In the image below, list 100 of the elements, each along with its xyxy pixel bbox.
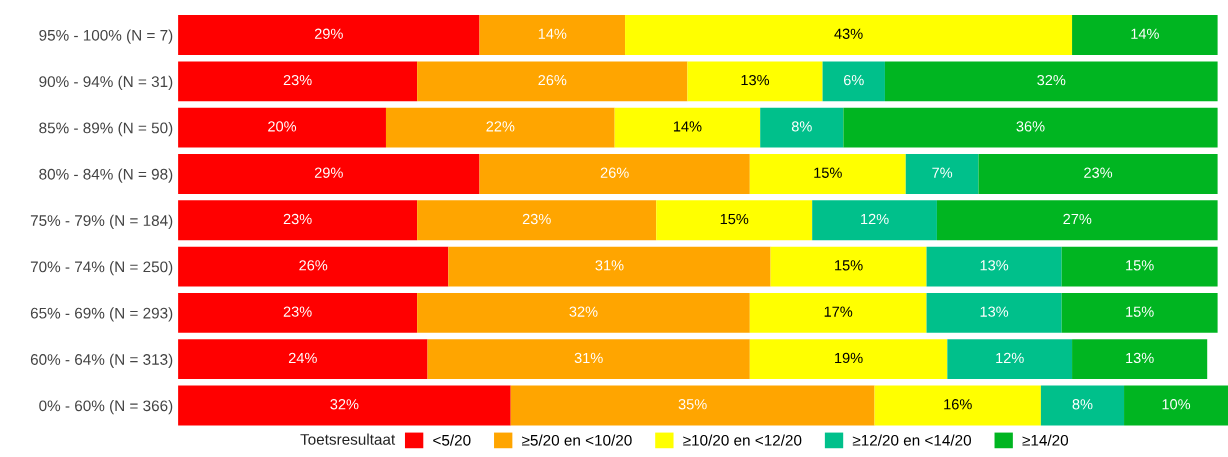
- data-label: 29%: [314, 167, 343, 178]
- y-tick-label: 80% - 84% (N = 98): [39, 168, 173, 183]
- data-label: 20%: [268, 121, 297, 132]
- bar: [510, 385, 875, 426]
- data-label: 8%: [1072, 399, 1093, 410]
- data-label: 31%: [574, 352, 603, 364]
- bar: [1040, 385, 1125, 426]
- data-label: 32%: [569, 306, 598, 317]
- data-label: 23%: [283, 213, 312, 225]
- data-label: 13%: [1126, 352, 1154, 364]
- legend-label: ≥10/20 en <12/20: [683, 434, 802, 446]
- data-label: 15%: [835, 260, 863, 271]
- bar: [178, 107, 386, 148]
- legend-label: ≥12/20 en <14/20: [852, 434, 972, 446]
- data-label: 26%: [299, 260, 328, 271]
- data-label: 23%: [283, 306, 312, 317]
- bar: [843, 107, 1218, 148]
- bar: [749, 339, 948, 380]
- y-tick-label: 70% - 74% (N = 250): [30, 261, 173, 276]
- bar: [178, 339, 428, 380]
- y-tick-label: 60% - 64% (N = 313): [30, 353, 173, 368]
- data-label: 32%: [330, 399, 359, 410]
- data-label: 36%: [1016, 121, 1045, 132]
- bar: [1072, 15, 1218, 55]
- data-label: 13%: [980, 306, 1009, 317]
- bar: [749, 292, 927, 333]
- data-label: 13%: [980, 260, 1009, 271]
- bar: [1124, 385, 1228, 426]
- y-tick-label: 0% - 60% (N = 366): [39, 399, 173, 415]
- data-label: 35%: [678, 399, 707, 410]
- legend-label: ≥14/20: [1022, 434, 1069, 446]
- bar: [385, 107, 615, 148]
- bar: [417, 200, 657, 241]
- bar: [687, 61, 823, 102]
- data-label: 29%: [314, 28, 343, 39]
- bar: [479, 154, 750, 194]
- bar: [905, 154, 979, 194]
- legend-label: ≥5/20 en <10/20: [522, 434, 632, 446]
- bar: [448, 246, 771, 287]
- data-label: 16%: [944, 399, 972, 410]
- bar: [936, 200, 1218, 241]
- bar: [417, 61, 688, 102]
- y-tick-label: 95% - 100% (N = 7): [39, 29, 173, 44]
- data-label: 15%: [1126, 306, 1154, 317]
- data-label: 19%: [835, 352, 863, 364]
- bar: [822, 61, 885, 102]
- bar: [427, 339, 750, 380]
- bar: [926, 292, 1062, 333]
- bar: [770, 246, 927, 287]
- bar: [178, 154, 480, 194]
- data-label: 23%: [283, 74, 312, 86]
- bar: [178, 385, 511, 426]
- bar: [1061, 292, 1218, 333]
- data-label: 6%: [843, 74, 864, 86]
- data-label: 23%: [522, 213, 551, 225]
- data-label: 12%: [861, 213, 889, 225]
- data-label: 43%: [834, 28, 863, 39]
- bar: [178, 61, 418, 102]
- legend-label: <5/20: [433, 434, 471, 446]
- bar: [812, 200, 937, 241]
- data-label: 31%: [595, 260, 624, 271]
- data-label: 23%: [1084, 167, 1113, 178]
- bar: [178, 15, 480, 55]
- data-label: 8%: [791, 121, 812, 132]
- bar: [926, 246, 1062, 287]
- bar: [178, 200, 418, 241]
- bar: [178, 246, 449, 287]
- bar: [884, 61, 1218, 102]
- bar: [760, 107, 844, 148]
- data-label: 14%: [673, 121, 702, 132]
- bar: [874, 385, 1041, 426]
- data-label: 14%: [538, 28, 567, 39]
- data-label: 13%: [741, 74, 770, 86]
- bar: [978, 154, 1218, 194]
- bar: [178, 292, 418, 333]
- data-label: 15%: [720, 213, 749, 225]
- bar: [947, 339, 1073, 380]
- bar: [749, 154, 906, 194]
- data-label: 26%: [538, 74, 567, 86]
- bar: [479, 15, 626, 55]
- bar: [1072, 339, 1208, 380]
- data-label: 24%: [288, 352, 317, 364]
- data-label: 14%: [1131, 28, 1159, 39]
- bar: [417, 292, 750, 333]
- y-tick-label: 85% - 89% (N = 50): [39, 122, 173, 137]
- data-label: 22%: [486, 121, 515, 132]
- legend-title: Toetsresultaat: [300, 433, 396, 445]
- data-label: 27%: [1063, 213, 1092, 225]
- bar: [1061, 246, 1218, 287]
- y-tick-label: 65% - 69% (N = 293): [30, 307, 173, 322]
- data-label: 26%: [600, 167, 629, 178]
- bar: [614, 107, 761, 148]
- bar: [625, 15, 1073, 55]
- y-tick-label: 75% - 79% (N = 184): [30, 214, 173, 229]
- data-label: 15%: [814, 167, 842, 178]
- data-label: 15%: [1126, 260, 1154, 271]
- data-label: 32%: [1037, 74, 1066, 86]
- data-label: 7%: [932, 167, 953, 178]
- data-label: 17%: [824, 306, 853, 317]
- data-label: 10%: [1162, 399, 1191, 410]
